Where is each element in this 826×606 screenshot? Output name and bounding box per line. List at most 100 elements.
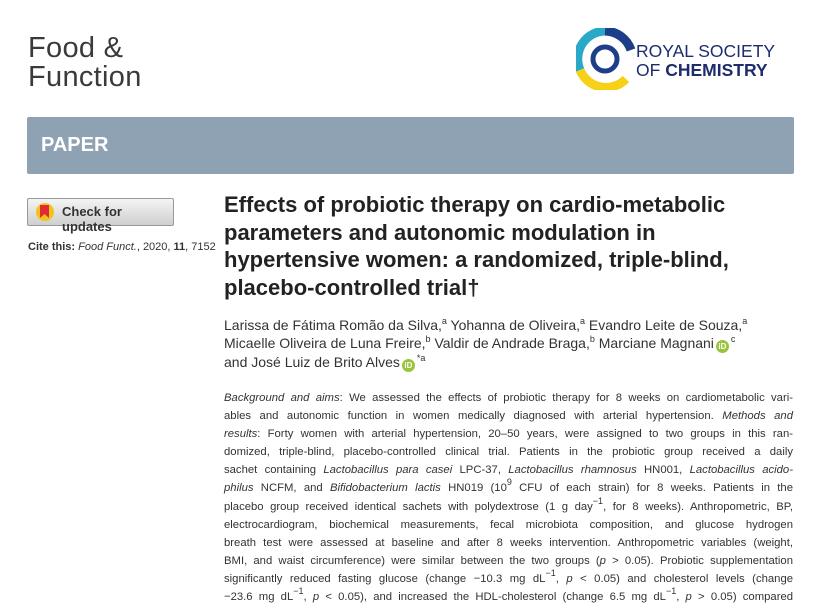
abstract-text: BMI, and waist circumference) were simil… (224, 554, 600, 567)
author: Larissa de Fátima Romão da Silva, (224, 317, 442, 333)
abstract-line: −23.6 mg dL−1, p < 0.05), and increased … (224, 586, 794, 606)
author: Marciane Magnani (598, 335, 714, 351)
abstract-line: electrocardiogram, biochemical measureme… (224, 516, 793, 534)
abstract-text: Lactobacillus acido- (689, 464, 793, 477)
journal-name: Function (28, 61, 142, 93)
abstract-text: , (555, 572, 567, 585)
button-label: Check for updates (62, 204, 122, 234)
cite-label: Cite this: (28, 241, 76, 253)
author: Yohanna de Oliveira, (450, 317, 580, 333)
abstract: Background and aims: We assessed the eff… (224, 389, 793, 606)
abstract-text: LPC-37, (452, 464, 509, 477)
abstract-text: philus (224, 482, 254, 495)
abstract-text: −23.6 mg dL (224, 591, 294, 604)
abstract-text: , (303, 591, 313, 604)
logo-text: OF CHEMISTRY (636, 60, 768, 80)
citation: Cite this: Food Funct., 2020, 11, 7152 (28, 241, 216, 253)
abstract-text: significantly reduced fasting glucose (c… (224, 572, 546, 585)
authors: Larissa de Fátima Romão da Silva,a Yohan… (224, 316, 747, 372)
title-line: hypertensive women: a randomized, triple… (224, 247, 729, 273)
author: and José Luiz de Brito Alves (224, 354, 400, 370)
abstract-text: Lactobacillus rhamnosus (508, 464, 637, 477)
abstract-text: −1 (665, 586, 677, 597)
affiliation: c (730, 334, 736, 344)
check-updates-button[interactable]: Check for updates (27, 198, 174, 234)
author: Micaelle Oliveira de Luna Freire, (224, 335, 426, 351)
cite-journal: Food Funct. (78, 241, 137, 253)
abstract-line: breath test were assessed at baseline an… (224, 534, 793, 552)
affiliation: a (580, 316, 586, 326)
abstract-text: −1 (592, 495, 604, 506)
rsc-logo: ROYAL SOCIETY OF CHEMISTRY (576, 28, 775, 90)
abstract-text: sachet containing (224, 464, 324, 477)
logo-text: OF (636, 60, 660, 80)
abstract-text: results (224, 428, 258, 441)
abstract-text: domized, triple-blind, placebo-controlle… (224, 446, 793, 459)
abstract-text: CFU of each strain) for 8 weeks. Patient… (511, 482, 793, 495)
affiliation: b (425, 334, 431, 344)
icon-bookmark (40, 205, 49, 218)
logo-arc (576, 68, 630, 90)
author: Evandro Leite de Souza, (588, 317, 743, 333)
logo-text: CHEMISTRY (665, 60, 768, 80)
affiliation: a (742, 316, 748, 326)
orcid-icon[interactable]: iD (715, 340, 729, 353)
journal-name: Food & (28, 32, 124, 64)
abstract-text: p (599, 554, 606, 567)
abstract-line: significantly reduced fasting glucose (c… (224, 567, 794, 588)
abstract-line: domized, triple-blind, placebo-controlle… (224, 443, 793, 461)
abstract-text: HN001, (636, 464, 690, 477)
abstract-text: , for 8 weeks). Anthropometric, BP, (603, 500, 793, 513)
article-title: Effects of probiotic therapy on cardio-m… (224, 191, 729, 301)
cite-year: , 2020, (136, 241, 174, 253)
abstract-text: Background and aims (224, 392, 340, 404)
author-line: and José Luiz de Brito Alves iD*a (224, 353, 747, 372)
cite-page: , 7152 (185, 241, 216, 253)
affiliation: b (589, 334, 595, 344)
abstract-line: Background and aims: We assessed the eff… (224, 389, 793, 407)
author: Valdir de Andrade Braga, (434, 335, 590, 351)
abstract-text: Lactobacillus para casei (323, 464, 453, 477)
abstract-text: placebo group received identical sachets… (224, 500, 593, 513)
abstract-text: HN019 (10 (440, 482, 507, 495)
abstract-text: ables and autonomic function in women me… (224, 410, 723, 423)
abstract-text: < 0.05) and cholesterol levels (change (572, 572, 794, 585)
abstract-line: placebo group received identical sachets… (224, 495, 793, 516)
check-icon (36, 203, 54, 221)
article-type-banner: PAPER (27, 117, 794, 174)
abstract-text: : We assessed the effects of probiotic t… (339, 392, 793, 404)
abstract-text: p (685, 591, 692, 604)
abstract-text: NCFM, and (253, 482, 330, 495)
author-line: Micaelle Oliveira de Luna Freire,b Valdi… (224, 334, 747, 353)
author-line: Larissa de Fátima Romão da Silva,a Yohan… (224, 316, 747, 334)
abstract-text: breath test were assessed at baseline an… (224, 536, 793, 549)
orcid-icon[interactable]: iD (401, 359, 415, 372)
logo-text: ROYAL SOCIETY (636, 41, 775, 61)
affiliation: a (441, 316, 447, 326)
abstract-text: > 0.05). Probiotic supplementation (605, 554, 793, 567)
title-line: parameters and autonomic modulation in (224, 219, 656, 245)
abstract-text: p (312, 591, 320, 604)
logo-arc (576, 28, 606, 72)
abstract-line: ables and autonomic function in women me… (224, 407, 793, 425)
abstract-text: Methods and (722, 410, 793, 423)
title-line: placebo-controlled trial† (224, 274, 480, 300)
abstract-text: −1 (293, 586, 304, 597)
abstract-text: < 0.05), and increased the HDL-cholester… (319, 591, 666, 604)
abstract-text: p (566, 572, 573, 585)
abstract-text: , (676, 591, 686, 604)
abstract-line: results: Forty women with arterial hyper… (224, 425, 793, 443)
article-type: PAPER (41, 134, 109, 156)
cite-volume: 11 (173, 241, 186, 253)
abstract-text: : Forty women with arterial hypertension… (257, 428, 793, 441)
abstract-text: electrocardiogram, biochemical measureme… (224, 518, 793, 531)
affiliation: *a (416, 353, 426, 363)
logo-ring (590, 44, 620, 74)
abstract-text: > 0.05) compared (691, 591, 794, 604)
abstract-text: Bifidobacterium lactis (329, 482, 441, 495)
abstract-line: philus NCFM, and Bifidobacterium lactis … (224, 477, 793, 497)
abstract-text: 9 (506, 477, 512, 488)
abstract-text: −1 (545, 567, 556, 578)
title-line: Effects of probiotic therapy on cardio-m… (224, 192, 726, 217)
